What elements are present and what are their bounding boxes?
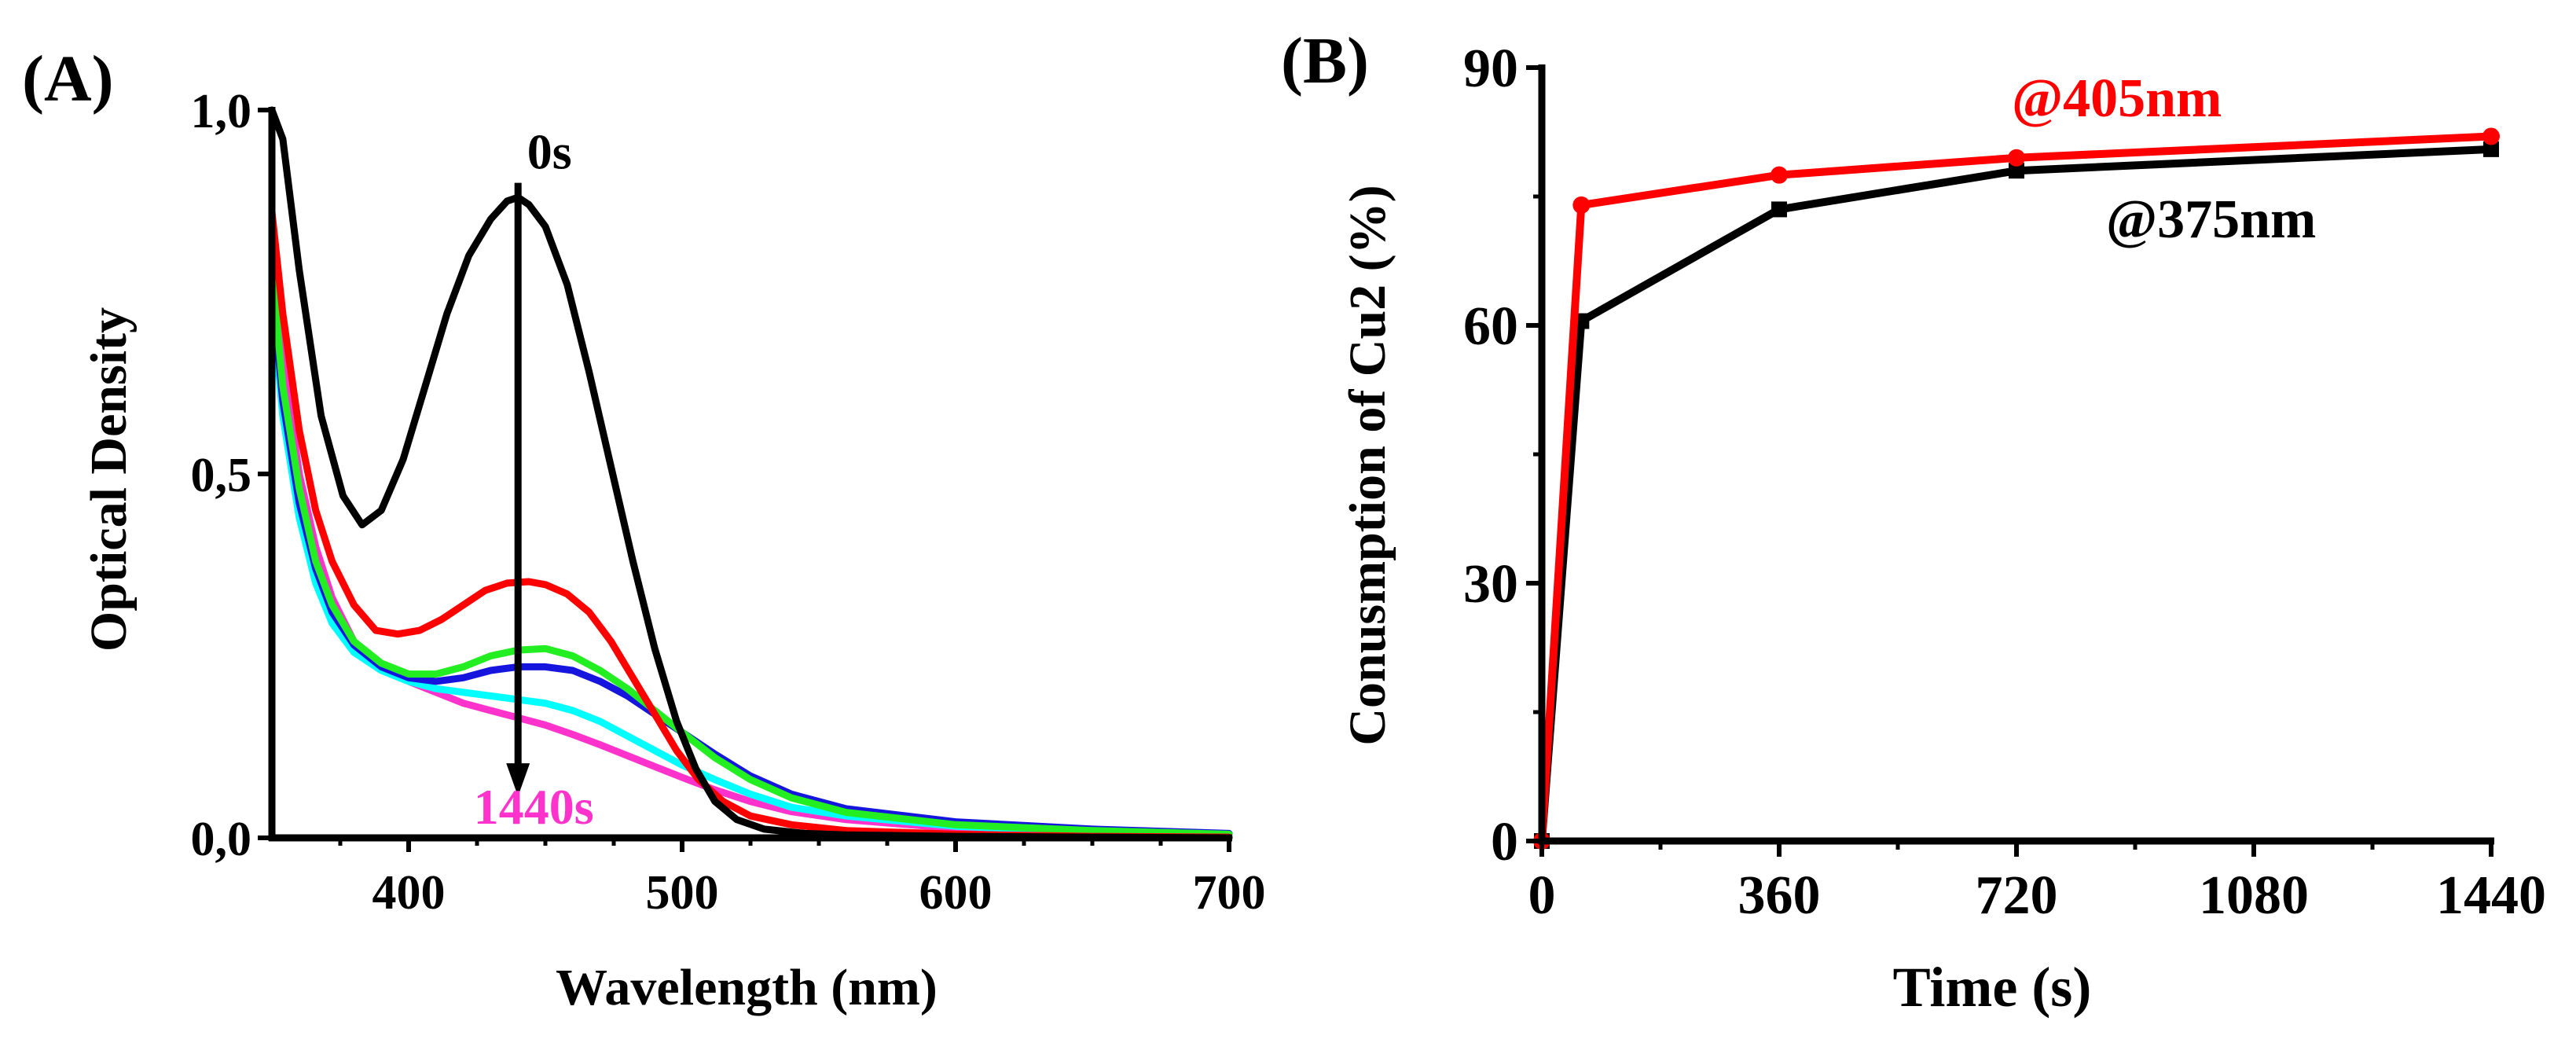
arrow-head [506,763,530,797]
spectrum-line-cyan [268,296,1233,839]
end-time-label: 1440s [474,779,594,835]
panel-b-y-tick-label: 90 [1463,39,1518,99]
panel-b-y-tick-label: 60 [1463,296,1518,357]
data-point-375nm [2483,141,2499,157]
data-point-405nm [2008,149,2025,167]
panel-a-x-tick-label: 500 [646,866,719,920]
panel-b-label: (B) [1281,24,1369,97]
panel-a: (A) 0s 1440s 400 500 600 700 0,0 0,5 1,0 Wavel… [22,42,1266,1016]
spectrum-line-0s [268,106,1233,842]
time-arrow [506,182,530,797]
panel-b-x-tick-label: 0 [1528,865,1556,926]
series-label-405nm: @405nm [2012,68,2222,129]
panel-a-x-tick-label: 600 [919,866,993,920]
panel-a-y-tick-label: 0,0 [191,813,252,866]
panel-b-y-axis-label: Conusmption of Cu2 (%) [1339,185,1396,745]
panel-b-y-tick-label: 30 [1463,554,1518,615]
panel-b-x-tick-label: 360 [1738,865,1821,926]
data-point-405nm [2482,127,2500,145]
panel-b-x-tick-label: 720 [1976,865,2058,926]
panel-b-series [1533,127,2500,850]
data-point-405nm [1572,196,1591,214]
data-point-405nm [1771,166,1788,184]
data-point-375nm [1771,201,1787,218]
panel-b-x-axis-label: Time (s) [1893,956,2092,1019]
panel-a-y-tick-label: 1,0 [191,85,252,138]
panel-a-y-axis-label: Optical Density [80,307,138,652]
spectrum-line-red [268,208,1233,841]
panel-b: (B) @405nm @375nm 0 360 720 1080 1440 0 30 60 90… [1281,24,2546,1019]
spectrum-line-green [268,266,1233,838]
panel-b-x-tick-label: 1080 [2199,865,2309,926]
spectrum-line-blue [268,281,1233,837]
panel-a-x-axis-label: Wavelength (nm) [556,959,938,1016]
panel-a-series [268,106,1233,842]
series-label-375nm: @375nm [2106,189,2316,250]
start-time-label: 0s [527,124,572,180]
panel-a-axes: 400 500 600 700 0,0 0,5 1,0 [191,85,1266,920]
panel-a-y-tick-label: 0,5 [191,449,252,502]
panel-a-label: (A) [22,42,114,116]
consumption-line-405nm [1538,132,2492,842]
panel-b-axes: 0 360 720 1080 1440 0 30 60 90 [1463,39,2546,926]
spectrum-line-1440s [268,237,1233,840]
panel-b-y-tick-label: 0 [1491,812,1518,872]
data-point-375nm [2009,163,2024,179]
panel-a-x-tick-label: 700 [1193,866,1266,920]
panel-b-x-tick-label: 1440 [2436,865,2546,926]
panel-a-x-tick-label: 400 [372,866,446,920]
consumption-line-375nm [1538,145,2492,842]
